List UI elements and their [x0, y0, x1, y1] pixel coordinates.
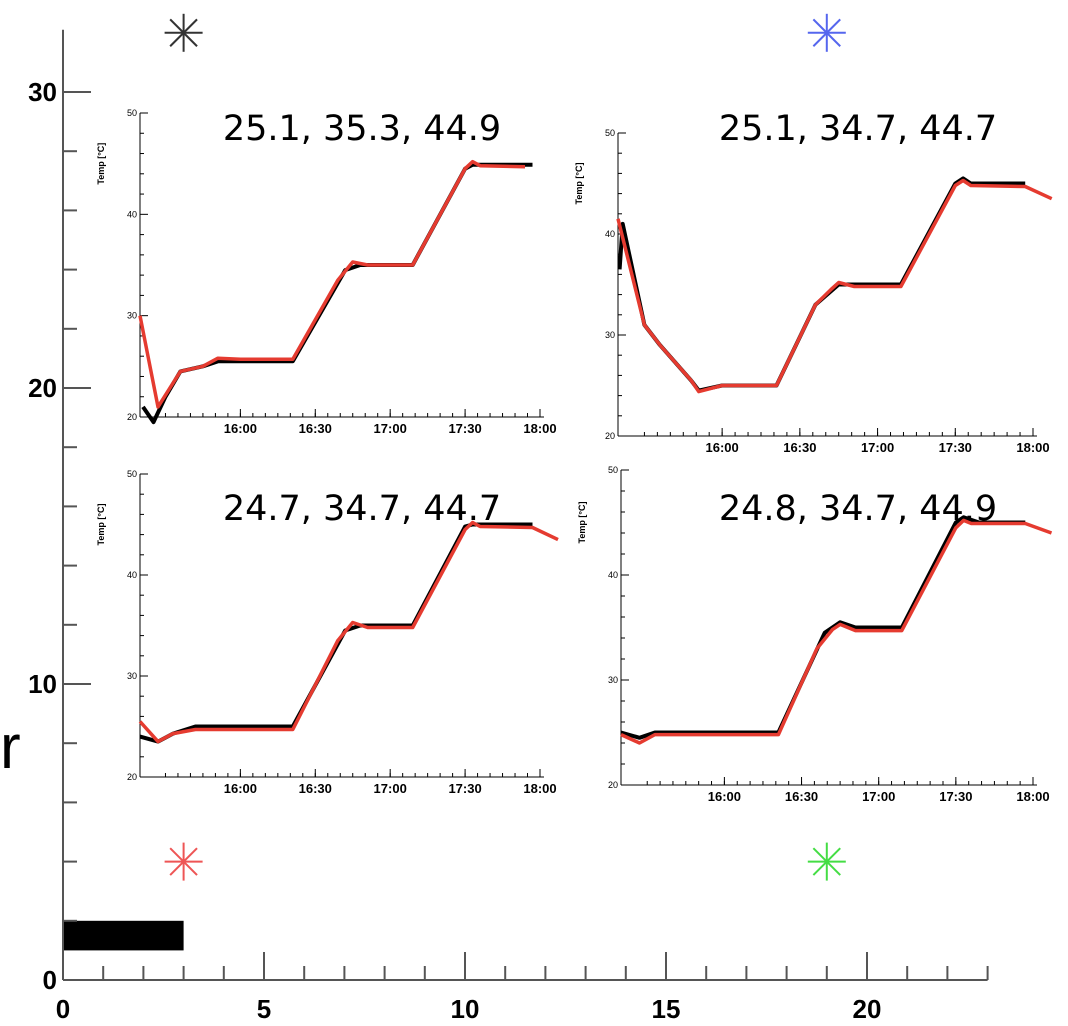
inset-x-tick-label: 18:00: [523, 781, 556, 796]
model-series-line: [138, 159, 526, 409]
y-tick-label: 10: [28, 669, 57, 699]
asterisk-marker: [164, 842, 203, 881]
inset-y-tick-label: 30: [127, 671, 137, 681]
inset-x-tick-label: 16:30: [299, 421, 332, 436]
main-axes: 0 10 20 30 0 5 10 15 20 r: [0, 13, 989, 1024]
inset-x-tick-label: 16:30: [785, 789, 818, 804]
inset-panels: 20 30 40 50 16:00 16:30 17:00 17:30 18:00 Temp [°…: [96, 101, 1068, 823]
inset-y-tick-label: 20: [127, 772, 137, 782]
inset-title: 24.7, 34.7, 44.7: [223, 489, 501, 529]
inset-y-tick-label: 20: [127, 412, 137, 422]
asterisk-stroke: [169, 847, 198, 876]
inset-background: [98, 462, 566, 815]
inset-title: 25.1, 34.7, 44.7: [719, 109, 997, 149]
inset-panel: 20 30 40 50 16:00 16:30 17:00 17:30 18:00 Temp [°…: [577, 458, 1068, 823]
inset-x-tick-label: 17:30: [448, 421, 481, 436]
inset-panel: 20 30 40 50 16:00 16:30 17:00 17:30 18:00 Temp [°…: [96, 462, 566, 815]
inset-y-tick-label: 40: [127, 209, 137, 219]
model-series-line: [138, 520, 559, 744]
asterisk-marker: [807, 842, 846, 881]
inset-x-tick-label: 16:00: [706, 440, 739, 455]
inset-x-tick-label: 17:30: [939, 440, 972, 455]
inset-y-tick-label: 20: [605, 431, 615, 441]
inset-x-tick-label: 17:30: [939, 789, 972, 804]
inset-y-tick-label: 50: [605, 128, 615, 138]
y-axis-label: r: [0, 713, 21, 782]
asterisk-stroke: [812, 847, 841, 876]
inset-x-tick-label: 16:00: [224, 781, 257, 796]
inset-x-tick-label: 18:00: [1016, 440, 1049, 455]
inset-panel: 20 30 40 50 16:00 16:30 17:00 17:30 18:00 Temp [°…: [96, 101, 557, 455]
inset-panel: 20 30 40 50 16:00 16:30 17:00 17:30 18:00 Temp [°…: [574, 109, 1068, 474]
inset-y-axis-label: Temp [°C]: [574, 163, 584, 205]
inset-x-tick-label: 16:30: [783, 440, 816, 455]
inset-y-tick-label: 50: [127, 469, 137, 479]
inset-x-tick-label: 16:00: [708, 789, 741, 804]
inset-y-axis-label: Temp [°C]: [577, 502, 587, 544]
inset-y-tick-label: 50: [608, 465, 618, 475]
y-tick-label: 30: [28, 77, 57, 107]
inset-x-tick-label: 16:00: [224, 421, 257, 436]
asterisk-stroke: [812, 18, 841, 47]
inset-x-tick-label: 17:00: [862, 789, 895, 804]
model-series-line: [616, 178, 1053, 394]
inset-y-tick-label: 50: [127, 108, 137, 118]
x-tick-label: 5: [257, 994, 271, 1024]
asterisk-marker: [807, 13, 846, 52]
y-tick-label: 20: [28, 373, 57, 403]
inset-y-tick-label: 40: [127, 570, 137, 580]
inset-y-tick-label: 30: [127, 311, 137, 321]
inset-x-tick-label: 17:00: [861, 440, 894, 455]
y-tick-label: 0: [43, 965, 57, 995]
inset-x-tick-label: 17:00: [374, 781, 407, 796]
x-tick-label: 15: [652, 994, 681, 1024]
inset-y-tick-label: 30: [608, 675, 618, 685]
inset-x-tick-label: 18:00: [1016, 789, 1049, 804]
measured-series-line: [620, 515, 1026, 740]
inset-x-tick-label: 16:30: [299, 781, 332, 796]
inset-y-axis-label: Temp [°C]: [96, 143, 106, 185]
x-tick-label: 10: [451, 994, 480, 1024]
x-tick-label: 0: [56, 994, 70, 1024]
inset-title: 24.8, 34.7, 44.9: [719, 489, 997, 529]
inset-y-axis-label: Temp [°C]: [96, 504, 106, 546]
asterisk-stroke: [169, 18, 198, 47]
x-tick-label: 20: [853, 994, 882, 1024]
inset-x-tick-label: 17:00: [374, 421, 407, 436]
inset-y-tick-label: 20: [608, 780, 618, 790]
inset-y-tick-label: 40: [608, 570, 618, 580]
data-bar: [63, 920, 184, 951]
inset-y-tick-label: 30: [605, 330, 615, 340]
model-series-line: [620, 518, 1053, 745]
asterisk-marker: [164, 13, 203, 52]
inset-title: 25.1, 35.3, 44.9: [223, 109, 501, 149]
inset-y-tick-label: 40: [605, 229, 615, 239]
inset-x-tick-label: 17:30: [448, 781, 481, 796]
inset-x-tick-label: 18:00: [523, 421, 556, 436]
inset-background: [98, 101, 545, 455]
